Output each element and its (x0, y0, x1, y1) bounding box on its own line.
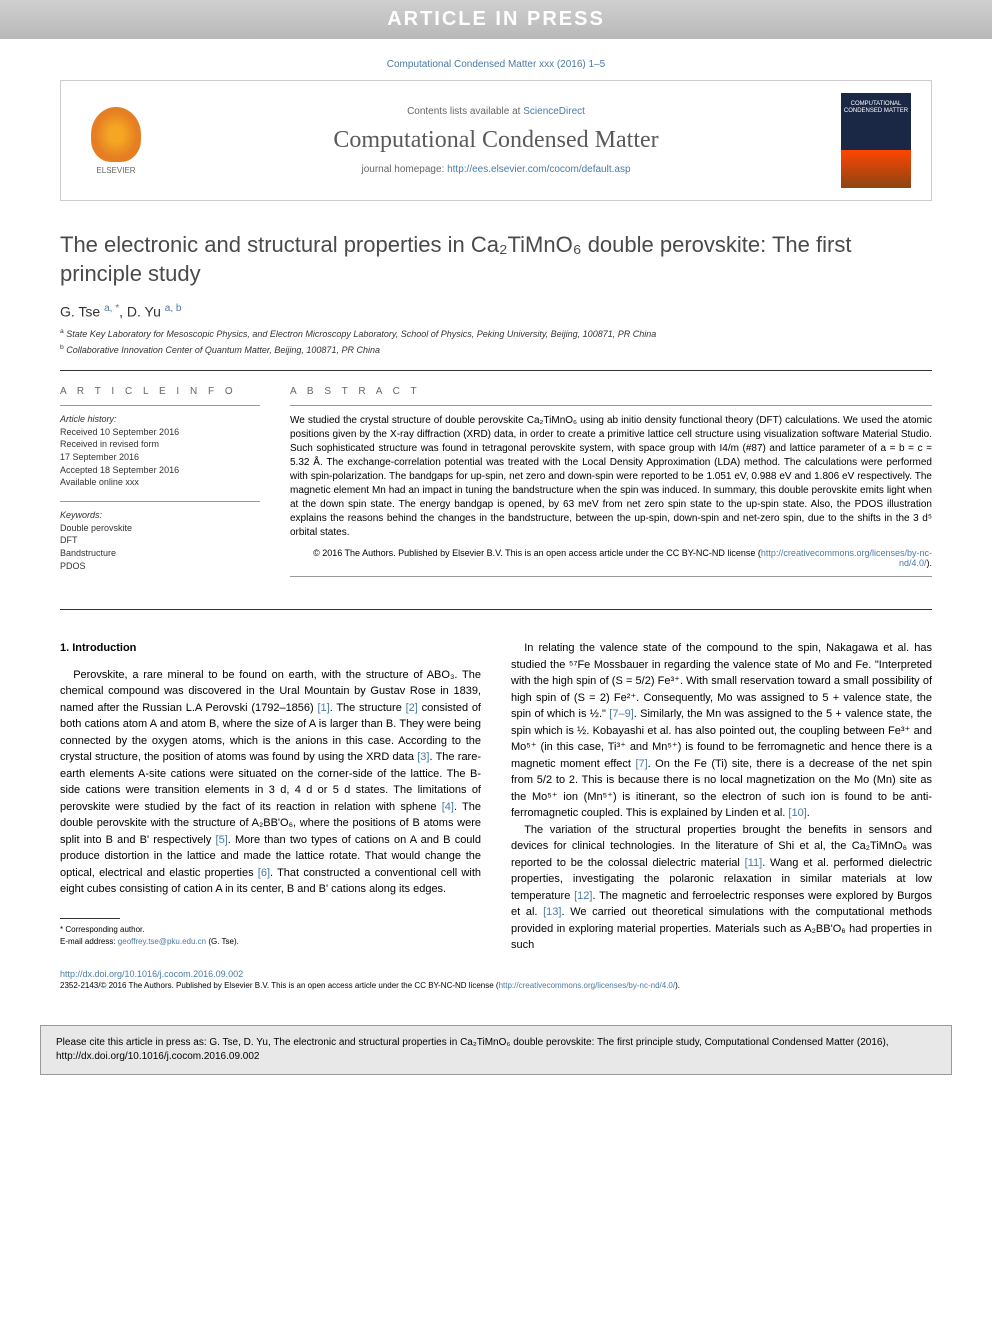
history-3: 17 September 2016 (60, 451, 260, 464)
article-in-press-banner: ARTICLE IN PRESS (0, 0, 992, 39)
history-block: Article history: Received 10 September 2… (60, 414, 260, 489)
affiliation-b-text: Collaborative Innovation Center of Quant… (66, 345, 380, 355)
copyright-line: © 2016 The Authors. Published by Elsevie… (290, 548, 932, 568)
article-content: The electronic and structural properties… (0, 201, 992, 1010)
abstract-divider-bottom (290, 576, 932, 577)
email-footnote: E-mail address: geoffrey.tse@pku.edu.cn … (60, 936, 481, 948)
column-left: 1. Introduction Perovskite, a rare miner… (60, 640, 481, 954)
section-1-heading: 1. Introduction (60, 640, 481, 657)
journal-cover-text: COMPUTATIONAL CONDENSED MATTER (841, 93, 911, 115)
license-cc-link[interactable]: http://creativecommons.org/licenses/by-n… (499, 981, 676, 990)
ref-6[interactable]: [6] (258, 867, 270, 879)
license-line: 2352-2143/© 2016 The Authors. Published … (60, 981, 932, 990)
ref-7[interactable]: [7] (635, 758, 647, 770)
copyright-end: ). (927, 558, 933, 568)
ref-5[interactable]: [5] (216, 834, 228, 846)
history-2: Received in revised form (60, 438, 260, 451)
body-columns: 1. Introduction Perovskite, a rare miner… (60, 640, 932, 954)
author-2-sup: a, b (165, 303, 182, 314)
ref-2[interactable]: [2] (406, 702, 418, 714)
email-label: E-mail address: (60, 937, 118, 946)
abstract-column: A B S T R A C T We studied the crystal s… (290, 386, 932, 584)
contents-prefix: Contents lists available at (407, 106, 523, 117)
ref-3[interactable]: [3] (417, 751, 429, 763)
divider-bottom (60, 609, 932, 610)
article-info-column: A R T I C L E I N F O Article history: R… (60, 386, 260, 584)
footnote-separator (60, 918, 120, 919)
history-head: Article history: (60, 414, 260, 424)
t: . The structure (330, 702, 406, 714)
info-divider (60, 405, 260, 406)
author-2-name: D. Yu (127, 304, 161, 320)
copyright-text: © 2016 The Authors. Published by Elsevie… (313, 548, 761, 558)
top-citation: Computational Condensed Matter xxx (2016… (0, 39, 992, 80)
doi-link[interactable]: http://dx.doi.org/10.1016/j.cocom.2016.0… (60, 969, 243, 979)
ref-11[interactable]: [11] (745, 857, 763, 869)
history-1: Received 10 September 2016 (60, 426, 260, 439)
journal-header-box: ELSEVIER Contents lists available at Sci… (60, 80, 932, 201)
divider-top (60, 370, 932, 371)
affiliation-a: a State Key Laboratory for Mesoscopic Ph… (60, 328, 932, 339)
affiliation-b: b Collaborative Innovation Center of Qua… (60, 344, 932, 355)
column-right: In relating the valence state of the com… (511, 640, 932, 954)
keyword-1: Double perovskite (60, 522, 260, 535)
history-4: Accepted 18 September 2016 (60, 464, 260, 477)
ref-13[interactable]: [13] (543, 906, 561, 918)
ref-1[interactable]: [1] (317, 702, 329, 714)
author-1-name: G. Tse (60, 304, 100, 320)
homepage-link[interactable]: http://ees.elsevier.com/cocom/default.as… (447, 164, 630, 175)
t: . We carried out theoretical simulations… (511, 906, 932, 951)
intro-paragraph-3: The variation of the structural properti… (511, 822, 932, 954)
keyword-3: Bandstructure (60, 547, 260, 560)
keywords-head: Keywords: (60, 510, 260, 520)
license-text: 2352-2143/© 2016 The Authors. Published … (60, 981, 499, 990)
header-center: Contents lists available at ScienceDirec… (171, 106, 821, 175)
history-5: Available online xxx (60, 476, 260, 489)
info-divider-2 (60, 501, 260, 502)
homepage-prefix: journal homepage: (361, 164, 447, 175)
journal-name: Computational Condensed Matter (171, 127, 821, 154)
authors-line: G. Tse a, *, D. Yu a, b (60, 303, 932, 320)
abstract-text: We studied the crystal structure of doub… (290, 414, 932, 540)
doi-line: http://dx.doi.org/10.1016/j.cocom.2016.0… (60, 969, 932, 979)
ref-10[interactable]: [10] (788, 807, 806, 819)
t: . (807, 807, 810, 819)
journal-cover-thumbnail: COMPUTATIONAL CONDENSED MATTER (841, 93, 911, 188)
contents-line: Contents lists available at ScienceDirec… (171, 106, 821, 117)
sciencedirect-link[interactable]: ScienceDirect (523, 106, 585, 117)
ref-7-9[interactable]: [7–9] (609, 708, 633, 720)
ref-12[interactable]: [12] (574, 890, 592, 902)
cc-license-link[interactable]: http://creativecommons.org/licenses/by-n… (761, 548, 932, 568)
affiliation-a-text: State Key Laboratory for Mesoscopic Phys… (66, 329, 656, 339)
keywords-block: Keywords: Double perovskite DFT Bandstru… (60, 510, 260, 572)
elsevier-logo: ELSEVIER (81, 101, 151, 181)
intro-paragraph-1: Perovskite, a rare mineral to be found o… (60, 667, 481, 898)
citation-box: Please cite this article in press as: G.… (40, 1025, 952, 1075)
abstract-heading: A B S T R A C T (290, 386, 932, 397)
article-title: The electronic and structural properties… (60, 231, 932, 288)
email-suffix: (G. Tse). (206, 937, 239, 946)
corresponding-author: * Corresponding author. (60, 924, 481, 936)
elsevier-label: ELSEVIER (96, 166, 135, 175)
ref-4[interactable]: [4] (442, 801, 454, 813)
homepage-line: journal homepage: http://ees.elsevier.co… (171, 164, 821, 175)
license-end: ). (675, 981, 680, 990)
email-link[interactable]: geoffrey.tse@pku.edu.cn (118, 937, 206, 946)
author-1-sup: a, * (104, 303, 119, 314)
info-abstract-row: A R T I C L E I N F O Article history: R… (60, 386, 932, 584)
elsevier-tree-icon (91, 107, 141, 162)
intro-paragraph-2: In relating the valence state of the com… (511, 640, 932, 822)
abstract-divider (290, 405, 932, 406)
article-info-heading: A R T I C L E I N F O (60, 386, 260, 397)
keyword-2: DFT (60, 534, 260, 547)
keyword-4: PDOS (60, 560, 260, 573)
